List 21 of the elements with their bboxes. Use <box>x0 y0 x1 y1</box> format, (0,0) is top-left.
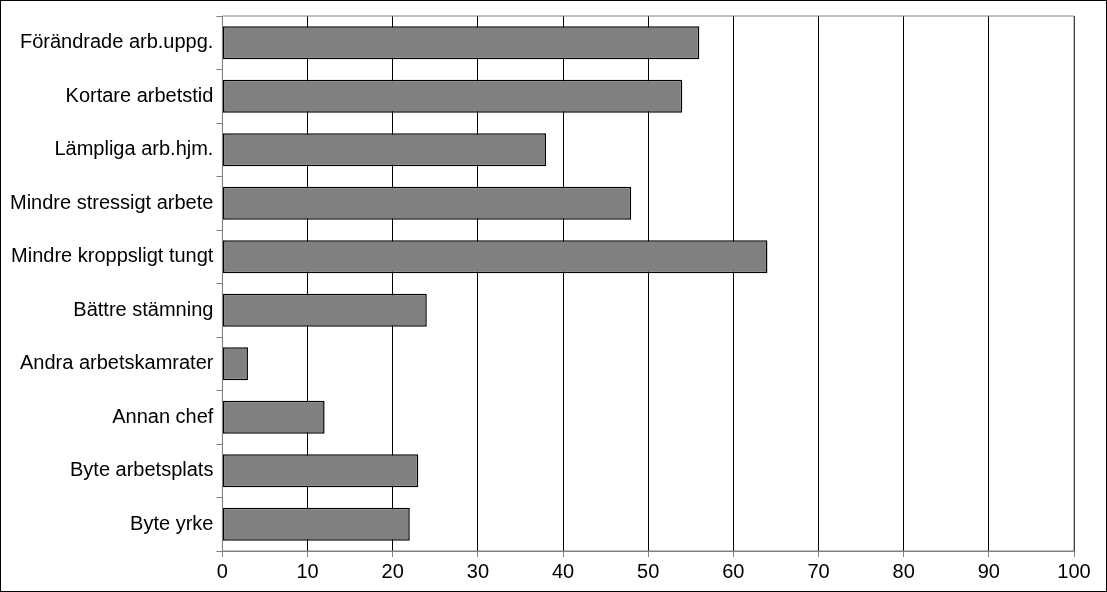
x-tick-label: 20 <box>381 559 404 582</box>
x-tick-label: 100 <box>1057 559 1091 582</box>
x-tick-label: 80 <box>892 559 915 582</box>
y-tick-label: Kortare arbetstid <box>65 83 214 106</box>
y-tick-label: Mindre kroppsligt tungt <box>11 244 214 267</box>
x-tick-label: 60 <box>722 559 745 582</box>
x-tick-label: 70 <box>807 559 830 582</box>
x-tick-label: 50 <box>637 559 660 582</box>
y-tick-label: Mindre stressigt arbete <box>10 190 214 213</box>
x-tick-label: 10 <box>296 559 319 582</box>
x-tick-label: 90 <box>977 559 1000 582</box>
y-tick-label: Byte yrke <box>130 511 214 534</box>
y-tick-label: Bättre stämning <box>73 297 214 320</box>
y-tick-label: Lämpliga arb.hjm. <box>54 137 214 160</box>
y-tick-label: Andra arbetskamrater <box>20 351 214 374</box>
y-tick-label: Förändrade arb.uppg. <box>19 30 214 53</box>
y-tick-label: Byte arbetsplats <box>70 458 214 481</box>
x-tick-label: 40 <box>551 559 575 582</box>
x-tick-label: 30 <box>466 559 490 582</box>
x-tick-label: 0 <box>216 559 228 582</box>
y-tick-label: Annan chef <box>112 404 214 427</box>
